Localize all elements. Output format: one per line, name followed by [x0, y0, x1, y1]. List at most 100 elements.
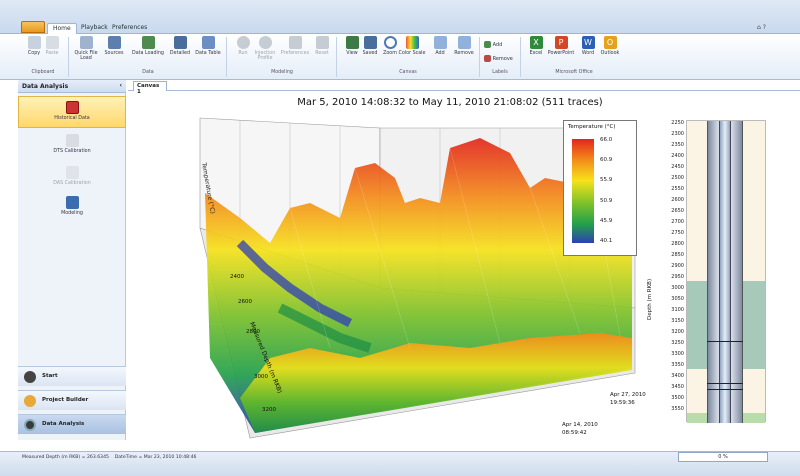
help-icon[interactable]: ⌂ ?: [757, 24, 766, 31]
packer-line: [707, 383, 743, 384]
sidebar-item-dts-calibration[interactable]: DTS Calibration: [18, 130, 126, 162]
data-loading-button[interactable]: Data Loading: [132, 36, 164, 66]
modeling-icon: [65, 196, 79, 209]
labels-remove-button[interactable]: Remove: [484, 55, 513, 62]
run-button: Run: [229, 36, 257, 66]
depth-tick: 3500: [671, 395, 684, 401]
sidebar-item-modeling[interactable]: Modeling: [18, 192, 126, 224]
eye-icon: [24, 419, 36, 431]
depth-tick: 3000: [671, 285, 684, 291]
legend-tick: 40.1: [600, 238, 613, 244]
group-separator: [336, 37, 337, 77]
nav-data-analysis[interactable]: Data Analysis: [18, 414, 126, 434]
group-separator: [68, 37, 69, 77]
color-scale-button[interactable]: Color Scale: [398, 36, 426, 66]
nav-project-builder[interactable]: Project Builder: [18, 390, 126, 410]
add-canvas-icon: [433, 36, 447, 49]
packer-line: [707, 341, 743, 342]
color-scale-icon: [405, 36, 419, 49]
start-icon: [24, 371, 36, 383]
legend-tick: 60.9: [600, 157, 613, 163]
legend-title: Temperature (°C): [568, 124, 616, 130]
data-table-button[interactable]: Data Table: [192, 36, 224, 66]
canvas-remove-button[interactable]: Remove: [450, 36, 478, 66]
paste-button: Paste: [38, 36, 66, 66]
canvas-add-button[interactable]: Add: [426, 36, 454, 66]
copy-button[interactable]: Copy: [20, 36, 48, 66]
group-separator: [479, 37, 480, 77]
outlook-button[interactable]: O Outlook: [600, 36, 620, 56]
powerpoint-button[interactable]: P PowerPoint: [547, 36, 575, 56]
word-button[interactable]: W Word: [581, 36, 595, 56]
tab-home[interactable]: Home: [47, 23, 77, 34]
tab-canvas-1[interactable]: Canvas 1: [133, 81, 167, 95]
tab-preferences[interactable]: Preferences: [112, 24, 148, 31]
depth-tick: 2350: [671, 142, 684, 148]
sidebar-header: Data Analysis ‹: [18, 80, 126, 93]
ribbon: [0, 34, 800, 80]
detailed-button[interactable]: Detailed: [166, 36, 194, 66]
saved-icon: [363, 36, 377, 49]
depth-tick: 2250: [671, 120, 684, 126]
wellbore-schematic[interactable]: [686, 120, 766, 423]
legend-tick: 50.9: [600, 198, 613, 204]
depth-tick: 3200: [671, 329, 684, 335]
depth-tick: 2850: [671, 252, 684, 258]
y-tick: 2600: [238, 299, 252, 305]
zoom-button[interactable]: Zoom: [376, 36, 404, 66]
group-separator: [520, 37, 521, 77]
temperature-surface-plot[interactable]: Temperature (°C) 2400 2600 2800 3000 320…: [180, 108, 650, 443]
group-separator: [226, 37, 227, 77]
excel-button[interactable]: X Excel: [529, 36, 543, 56]
data-loading-icon: [141, 36, 155, 49]
gear-icon: [258, 36, 272, 49]
gear-icon: [236, 36, 250, 49]
wellbore-depth-axis: 2250 2300 2350 2400 2450 2500 2550 2600 …: [664, 120, 686, 422]
file-load-icon: [79, 36, 93, 49]
legend-tick: 45.9: [600, 218, 613, 224]
outlook-icon: O: [603, 36, 617, 49]
group-label-clipboard: Clipboard: [31, 70, 55, 75]
injection-profile-button: Injection Profile: [251, 36, 279, 66]
depth-tick: 2650: [671, 208, 684, 214]
labels-add-button[interactable]: Add: [484, 41, 502, 48]
group-label-canvas: Canvas: [399, 70, 417, 75]
preferences-icon: [288, 36, 302, 49]
depth-tick: 2750: [671, 230, 684, 236]
depth-tick: 2450: [671, 164, 684, 170]
sidebar-item-historical-data[interactable]: Historical Data: [18, 96, 126, 128]
nav-start[interactable]: Start: [18, 366, 126, 386]
das-calibration-icon: [65, 166, 79, 179]
saved-button[interactable]: Saved: [356, 36, 384, 66]
depth-tick: 3400: [671, 373, 684, 379]
project-builder-icon: [24, 395, 36, 407]
depth-tick: 2400: [671, 153, 684, 159]
plot-title: Mar 5, 2010 14:08:32 to May 11, 2010 21:…: [297, 97, 603, 108]
excel-icon: X: [529, 36, 543, 49]
time-label: Apr 14, 2010: [562, 422, 598, 428]
depth-tick: 2550: [671, 186, 684, 192]
ribbon-tabbar: [0, 0, 800, 34]
wellbore-axis-label: Depth (m RKB): [647, 279, 653, 320]
time-label: 19:59:36: [610, 400, 635, 406]
quick-file-load-button[interactable]: Quick File Load: [72, 36, 100, 66]
depth-tick: 2900: [671, 263, 684, 269]
magnifier-icon: [383, 36, 397, 49]
packer-line: [707, 389, 743, 390]
legend-tick: 66.0: [600, 137, 613, 143]
view-button[interactable]: View: [338, 36, 366, 66]
tab-playback[interactable]: Playback: [81, 24, 108, 31]
add-label-icon: [484, 41, 491, 48]
application-menu-button[interactable]: [21, 21, 45, 33]
y-tick: 3200: [262, 407, 276, 413]
depth-tick: 3050: [671, 296, 684, 302]
depth-tick: 2700: [671, 219, 684, 225]
tubing: [719, 121, 731, 423]
historical-data-icon: [65, 101, 79, 114]
collapse-chevron-icon[interactable]: ‹: [119, 82, 122, 89]
y-tick: 2400: [230, 274, 244, 280]
group-label-data: Data: [142, 70, 154, 75]
sources-button[interactable]: Sources: [100, 36, 128, 66]
word-icon: W: [581, 36, 595, 49]
depth-tick: 3550: [671, 406, 684, 412]
